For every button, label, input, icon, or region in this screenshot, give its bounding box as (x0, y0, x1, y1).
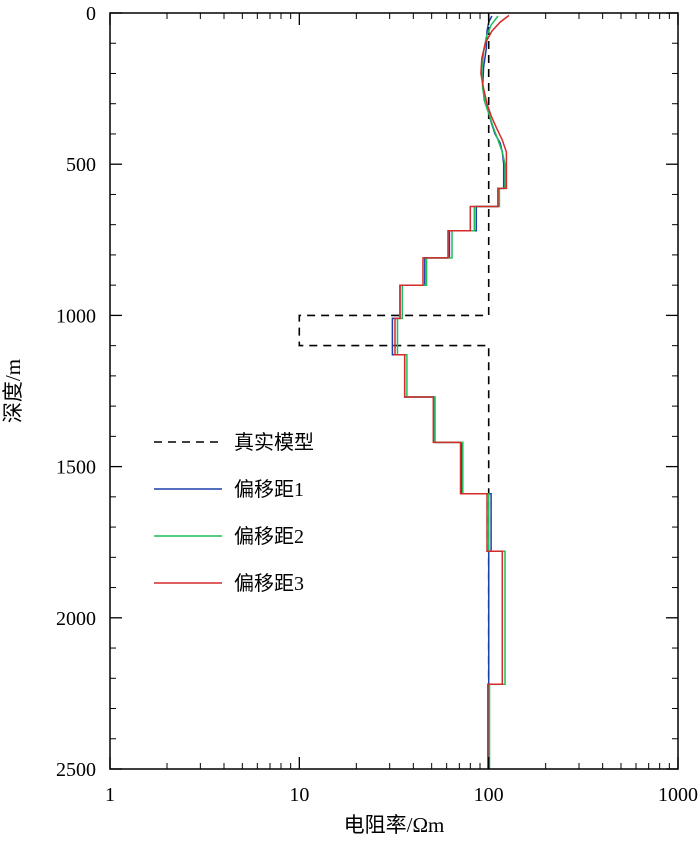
series-line-offset-1 (391, 15, 505, 769)
x-axis-title: 电阻率/Ωm (344, 813, 445, 837)
tick-layer: 0 500 1000 1500 2000 2500 1 10 100 1000 (56, 3, 698, 806)
legend-label: 偏移距2 (234, 525, 304, 548)
legend-label: 偏移距3 (234, 572, 304, 595)
x-tick-label: 10 (289, 784, 309, 806)
plot-area-frame (109, 12, 679, 770)
series-line-offset-3 (394, 14, 510, 769)
legend-label: 偏移距1 (234, 478, 304, 501)
y-axis-title: 深度/m (1, 359, 25, 423)
series-layer (298, 13, 510, 769)
x-tick-label: 1000 (658, 784, 698, 806)
x-tick-label: 100 (474, 784, 504, 806)
y-tick-label: 1000 (56, 305, 96, 327)
y-tick-label: 2500 (56, 759, 96, 781)
y-tick-label: 1500 (56, 457, 96, 479)
series-line-true-model (298, 13, 490, 769)
y-tick-label: 2000 (56, 608, 96, 630)
x-tick-label: 1 (105, 784, 115, 806)
legend-label: 真实模型 (234, 431, 314, 454)
y-tick-label: 500 (66, 154, 96, 176)
y-tick-label: 0 (86, 3, 96, 25)
